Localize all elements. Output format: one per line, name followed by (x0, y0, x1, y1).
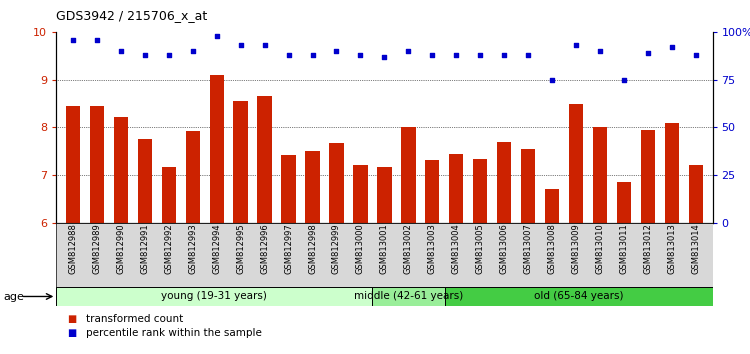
Point (378, 54, 390, 59)
Text: old (65-84 years): old (65-84 years) (534, 291, 623, 302)
Point (67, 37, 79, 42)
Text: ■: ■ (68, 328, 76, 338)
Bar (257, 96, 272, 354)
Bar (372, 287, 446, 306)
Point (546, 77, 558, 82)
Bar (616, 182, 631, 354)
Text: percentile rank within the sample: percentile rank within the sample (86, 328, 262, 338)
Text: GSM813002: GSM813002 (404, 223, 412, 274)
Bar (449, 154, 464, 354)
Bar (138, 139, 152, 354)
Point (211, 33, 223, 39)
Point (522, 52, 534, 58)
Bar (66, 106, 80, 354)
Text: GSM813006: GSM813006 (500, 223, 508, 274)
Text: GSM813009: GSM813009 (572, 223, 580, 274)
Bar (281, 155, 296, 354)
Bar (688, 165, 703, 354)
Text: middle (42-61 years): middle (42-61 years) (354, 291, 464, 302)
Point (498, 52, 510, 58)
Bar (521, 149, 536, 354)
Text: GSM812993: GSM812993 (188, 223, 197, 274)
Point (690, 52, 702, 58)
Point (402, 48, 414, 54)
Text: GSM812994: GSM812994 (212, 223, 221, 274)
Bar (401, 127, 416, 354)
Text: GSM813012: GSM813012 (644, 223, 652, 274)
Bar (185, 131, 200, 354)
Bar (377, 167, 392, 354)
Bar (592, 127, 607, 354)
Bar (56, 223, 712, 289)
Point (666, 44, 678, 50)
Text: GSM812989: GSM812989 (92, 223, 101, 274)
Text: GSM812992: GSM812992 (164, 223, 173, 274)
Bar (305, 152, 320, 354)
Bar (425, 160, 439, 354)
Text: GSM812999: GSM812999 (332, 223, 341, 274)
Text: GSM812997: GSM812997 (284, 223, 293, 274)
Text: GSM813013: GSM813013 (668, 223, 676, 274)
Bar (233, 101, 248, 354)
Point (187, 48, 199, 54)
Bar (544, 189, 560, 354)
Bar (329, 143, 344, 354)
Bar (568, 104, 584, 354)
Point (139, 52, 151, 58)
Point (618, 77, 630, 82)
Point (355, 52, 367, 58)
Text: age: age (4, 292, 25, 302)
Point (594, 48, 606, 54)
Text: GSM813010: GSM813010 (596, 223, 604, 274)
Text: GSM812988: GSM812988 (68, 223, 77, 274)
Point (91, 37, 103, 42)
Point (283, 52, 295, 58)
Point (163, 52, 175, 58)
Text: GSM813001: GSM813001 (380, 223, 388, 274)
Text: GDS3942 / 215706_x_at: GDS3942 / 215706_x_at (56, 9, 208, 22)
Text: GSM813011: GSM813011 (620, 223, 628, 274)
Bar (446, 287, 712, 306)
Point (426, 52, 438, 58)
Point (259, 42, 271, 48)
Text: GSM812995: GSM812995 (236, 223, 245, 274)
Point (235, 42, 247, 48)
Bar (664, 123, 679, 354)
Text: GSM813005: GSM813005 (476, 223, 484, 274)
Point (115, 48, 127, 54)
Text: GSM813008: GSM813008 (548, 223, 556, 274)
Point (307, 52, 319, 58)
Text: GSM813004: GSM813004 (452, 223, 460, 274)
Point (570, 42, 582, 48)
Point (642, 50, 654, 56)
Point (474, 52, 486, 58)
Bar (353, 165, 368, 354)
Text: GSM812991: GSM812991 (140, 223, 149, 274)
Bar (497, 142, 512, 354)
Point (450, 52, 462, 58)
Bar (90, 106, 104, 354)
Text: transformed count: transformed count (86, 314, 184, 324)
Text: GSM812998: GSM812998 (308, 223, 317, 274)
Text: ■: ■ (68, 314, 76, 324)
Bar (56, 287, 372, 306)
Text: GSM812996: GSM812996 (260, 223, 269, 274)
Bar (209, 75, 224, 354)
Bar (640, 130, 655, 354)
Text: young (19-31 years): young (19-31 years) (161, 291, 267, 302)
Bar (473, 159, 488, 354)
Text: GSM812990: GSM812990 (116, 223, 125, 274)
Text: GSM813003: GSM813003 (427, 223, 436, 274)
Bar (162, 167, 176, 354)
Bar (114, 117, 128, 354)
Text: GSM813000: GSM813000 (356, 223, 365, 274)
Text: GSM813014: GSM813014 (692, 223, 700, 274)
Text: GSM813007: GSM813007 (524, 223, 532, 274)
Point (331, 48, 343, 54)
